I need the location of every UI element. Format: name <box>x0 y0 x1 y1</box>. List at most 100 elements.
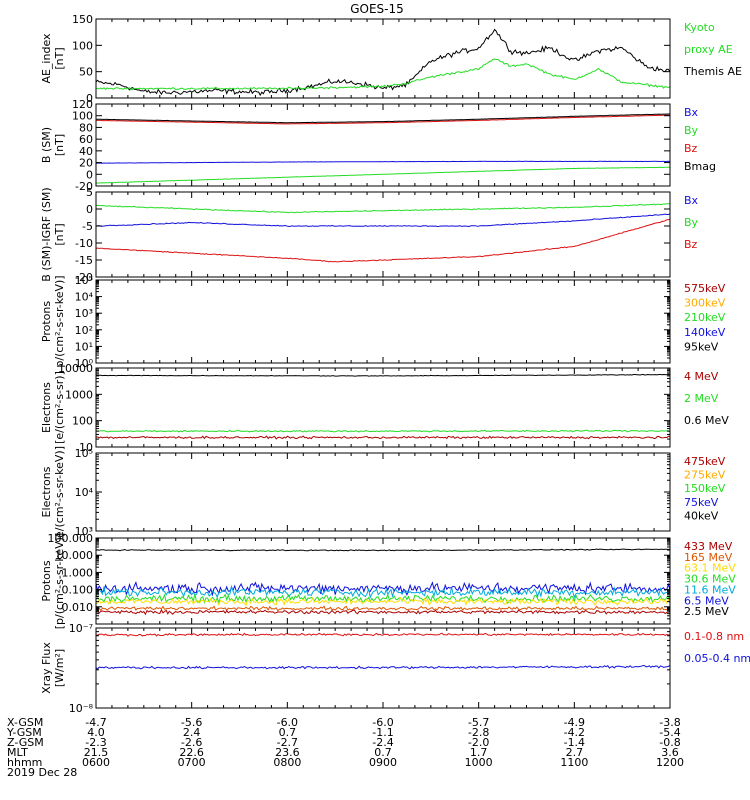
ephemeris-value: 0.7 <box>279 726 297 739</box>
ephemeris-value: -2.0 <box>468 736 489 749</box>
ephemeris-value: 0700 <box>178 756 206 769</box>
ephemeris-value: 23.6 <box>275 746 300 759</box>
ephemeris-date: 2019 Dec 28 <box>7 766 77 779</box>
legend-entry: By <box>684 216 699 229</box>
series-line-protons_high-2 <box>96 584 670 599</box>
y-tick-label: 100.000 <box>48 532 94 545</box>
ephemeris-value: -2.6 <box>181 736 202 749</box>
legend-entry: 165 MeV <box>684 551 733 564</box>
series-line-b-3 <box>96 113 670 124</box>
legend-entry: 300keV <box>684 297 726 310</box>
y-axis-label: B (SM)-IGRF (SM) <box>40 187 53 281</box>
legend-entry: 40keV <box>684 509 719 522</box>
panel-electrons_high: 10 100 1000 10000 Electrons [e/(cm²-s-sr)] 4 M… <box>40 362 729 454</box>
series-line-b-0 <box>96 160 670 164</box>
series-line-b-2 <box>96 114 670 125</box>
series-line-bdiff-0 <box>96 213 670 228</box>
ephemeris-value: -4.2 <box>564 726 585 739</box>
series-line-protons_high-5 <box>96 605 670 612</box>
panel-xray: 10⁻⁸ 10⁻⁷ Xray Flux [W/m²] 0.1-0.8 nm 0.05-0.… <box>40 622 750 715</box>
series-line-protons_high-0 <box>96 548 670 552</box>
y-tick-label: -20 <box>75 180 93 193</box>
y-tick-label: 10⁰ <box>75 357 94 370</box>
ephemeris-value: -2.7 <box>277 736 298 749</box>
y-axis-label: Electrons <box>40 382 53 433</box>
legend-entry: 2 MeV <box>684 392 719 405</box>
ephemeris-value: 0800 <box>273 756 301 769</box>
y-tick-label: 10⁴ <box>75 486 94 499</box>
ephemeris-table: X-GSM -4.7 -5.6 -6.0 -6.0 -5.7 -4.9 -3.8 Y-GSM 4.… <box>6 716 684 779</box>
y-axis-label: Xray Flux <box>40 642 53 694</box>
y-tick-label: 10⁵ <box>75 447 93 460</box>
ephemeris-value: -2.4 <box>372 736 393 749</box>
ephemeris-value: 1200 <box>656 756 684 769</box>
y-axis-label: AE_index <box>40 33 53 84</box>
legend-entry: 4 MeV <box>684 370 719 383</box>
legend-entry: Bx <box>684 106 699 119</box>
y-axis-label: p/(cm²-s-sr-keV)] <box>53 275 66 367</box>
ephemeris-value: 1.7 <box>470 746 488 759</box>
y-axis-label: Electrons <box>40 466 53 517</box>
y-tick-label: 10¹ <box>75 340 93 353</box>
panel-protons_high: 0.010 0.100 1.000 10.000 100.000 Protons [p/(c… <box>40 532 736 629</box>
legend-entry: 95keV <box>684 340 719 353</box>
ephemeris-value: 0900 <box>369 756 397 769</box>
legend-entry: 2.5 MeV <box>684 605 729 618</box>
ephemeris-value: 22.6 <box>179 746 204 759</box>
y-tick-label: -20 <box>75 271 93 284</box>
y-axis-label: Protons <box>40 560 53 601</box>
y-tick-label: 50 <box>79 66 93 79</box>
y-tick-label: 0.010 <box>62 601 94 614</box>
y-tick-label: 0 <box>86 92 93 105</box>
y-axis-label: B (SM) <box>40 127 53 163</box>
ephemeris-value: -3.8 <box>659 716 680 729</box>
legend-entry: 63.1 MeV <box>684 562 736 575</box>
series-line-electrons_high-1 <box>96 429 670 433</box>
ephemeris-row-label: hhmm <box>7 756 42 769</box>
panel-ae: 0 50 100 150 AE_index [nT] Kyoto proxy AE Themis… <box>40 13 742 105</box>
series-line-protons_high-6 <box>96 608 670 616</box>
ephemeris-value: -4.7 <box>85 716 106 729</box>
ephemeris-value: 3.6 <box>661 746 679 759</box>
y-tick-label: 10⁵ <box>75 274 93 287</box>
ephemeris-value: -1.1 <box>372 726 393 739</box>
y-tick-label: 0 <box>86 203 93 216</box>
legend-entry: 275keV <box>684 469 726 482</box>
y-tick-label: 1.000 <box>62 566 94 579</box>
y-tick-label: 100 <box>72 110 93 123</box>
y-tick-label: 0 <box>86 168 93 181</box>
y-tick-label: 20 <box>79 157 93 170</box>
legend-entry: Bz <box>684 142 698 155</box>
ephemeris-value: -1.4 <box>564 736 585 749</box>
series-line-electrons_high-0 <box>96 373 670 377</box>
series-line-protons_high-3 <box>96 593 670 605</box>
legend-entry: By <box>684 124 699 137</box>
y-axis-label: [nT] <box>53 223 66 245</box>
series-line-electrons_high-2 <box>96 435 670 440</box>
y-tick-label: 5 <box>86 186 93 199</box>
ephemeris-value: -5.7 <box>468 716 489 729</box>
legend-entry: Bx <box>684 194 699 207</box>
legend-entry: Kyoto <box>684 21 715 34</box>
ephemeris-value: -0.8 <box>659 736 680 749</box>
y-tick-label: 60 <box>79 133 93 146</box>
ephemeris-value: 2.7 <box>566 746 584 759</box>
y-tick-label: 10 <box>79 441 93 454</box>
ephemeris-value: 4.0 <box>87 726 105 739</box>
legend-entry: 0.05-0.4 nm <box>684 652 750 665</box>
ephemeris-value: 0600 <box>82 756 110 769</box>
y-tick-label: 80 <box>79 121 93 134</box>
y-tick-label: 10.000 <box>55 549 94 562</box>
ephemeris-value: 1000 <box>465 756 493 769</box>
y-tick-label: -15 <box>75 254 93 267</box>
legend-entry: 30.6 MeV <box>684 573 736 586</box>
legend-entry: 140keV <box>684 326 726 339</box>
series-line-protons_high-4 <box>96 596 670 607</box>
y-axis-label: [p/(cm²-s-sr-keV)] <box>53 533 66 630</box>
y-tick-label: 0.100 <box>62 584 94 597</box>
panel-protons_low: 10⁰ 10¹ 10² 10³ 10⁴ 10⁵ Protons p/(cm²-s-sr-keV… <box>40 274 726 370</box>
legend-entry: proxy AE <box>684 43 733 56</box>
